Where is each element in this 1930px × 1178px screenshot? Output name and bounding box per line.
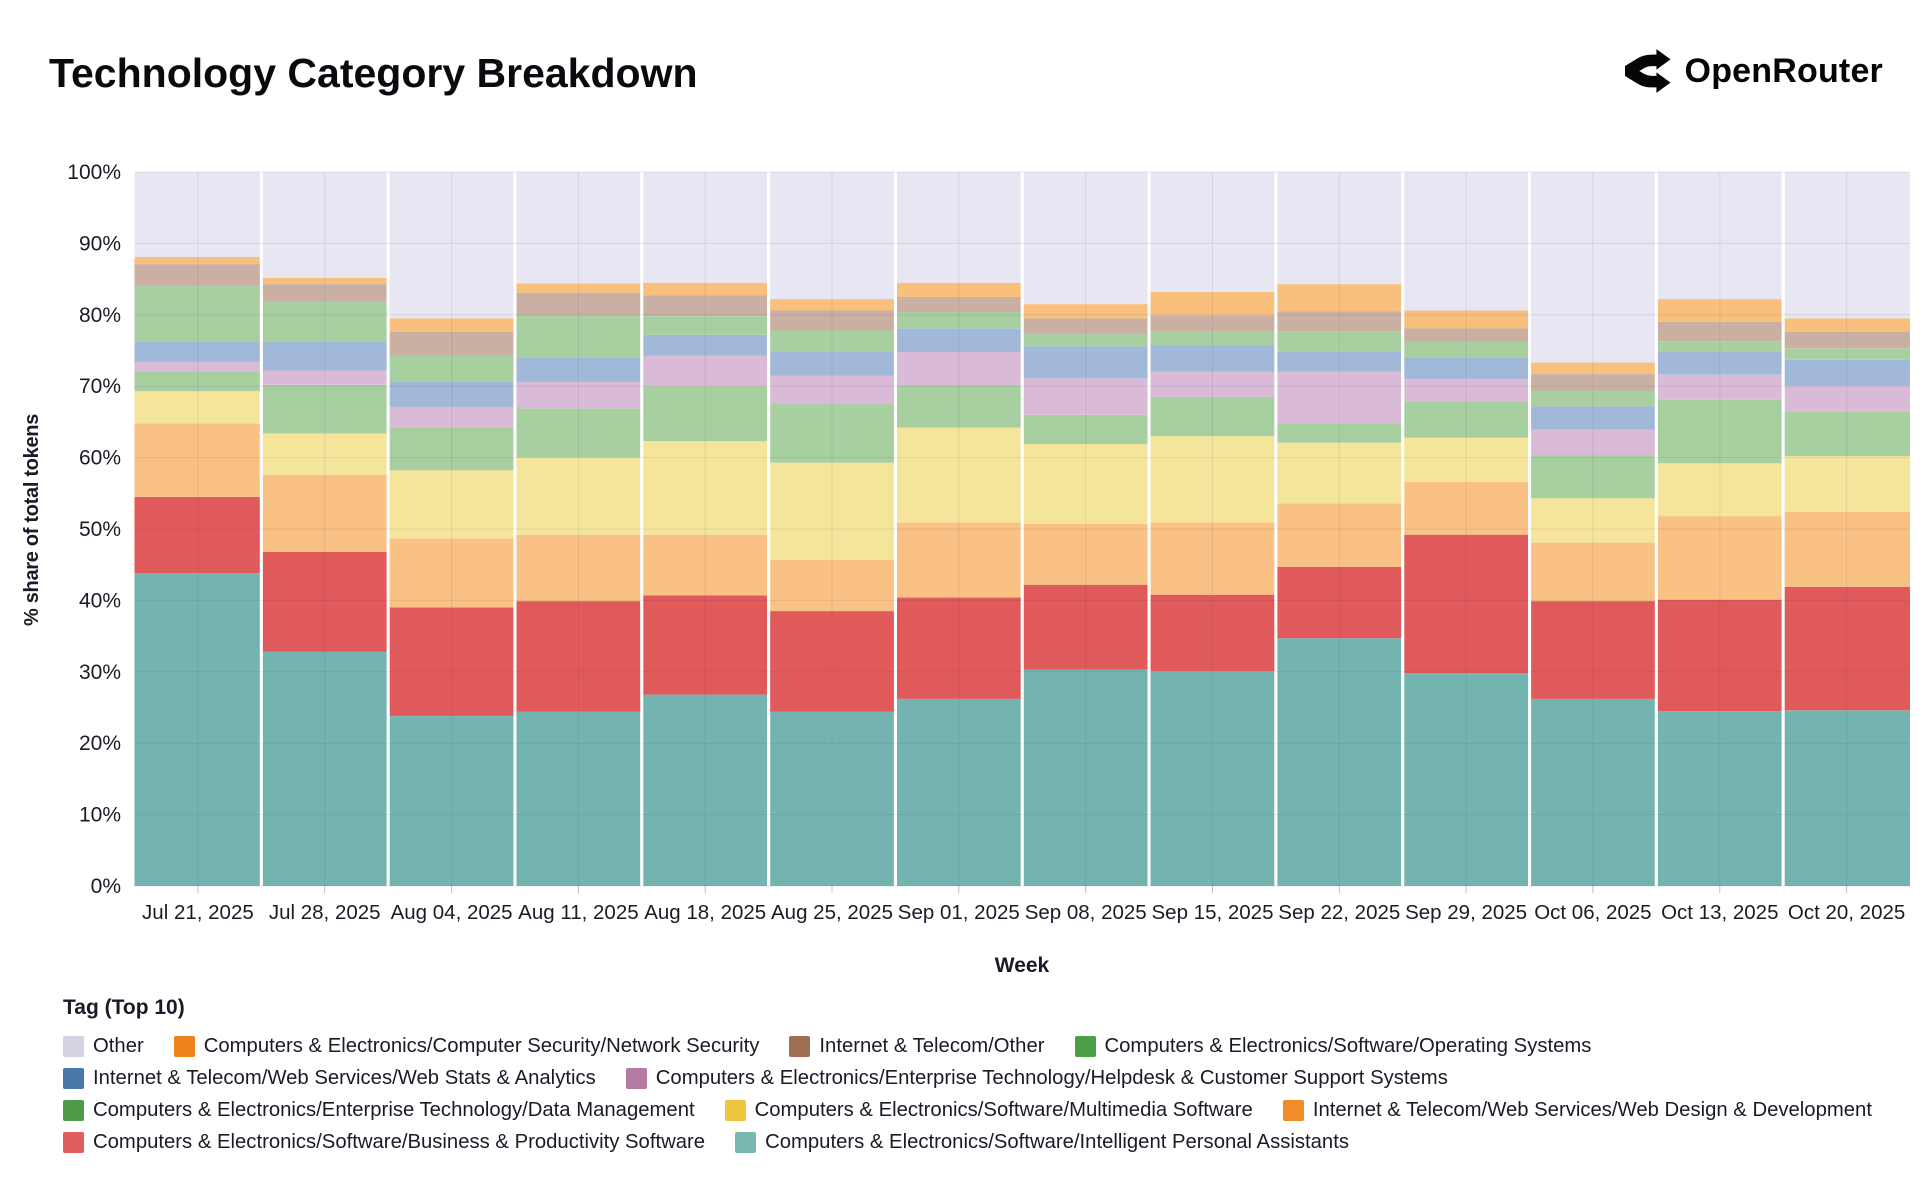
svg-text:Aug 11, 2025: Aug 11, 2025 [518, 901, 638, 924]
svg-text:Oct 13, 2025: Oct 13, 2025 [1661, 901, 1778, 924]
svg-text:10%: 10% [79, 804, 121, 827]
svg-text:Sep 15, 2025: Sep 15, 2025 [1152, 901, 1274, 924]
svg-text:100%: 100% [67, 161, 121, 184]
svg-text:Sep 22, 2025: Sep 22, 2025 [1278, 901, 1400, 924]
svg-text:60%: 60% [79, 447, 121, 470]
svg-text:0%: 0% [91, 875, 121, 898]
svg-text:80%: 80% [79, 304, 121, 327]
svg-text:% share of total tokens: % share of total tokens [21, 414, 43, 626]
svg-text:Aug 25, 2025: Aug 25, 2025 [771, 901, 893, 924]
svg-text:Sep 29, 2025: Sep 29, 2025 [1405, 901, 1527, 924]
svg-text:Jul 28, 2025: Jul 28, 2025 [269, 901, 381, 924]
svg-text:20%: 20% [79, 732, 121, 755]
svg-text:50%: 50% [79, 518, 121, 541]
svg-text:Sep 01, 2025: Sep 01, 2025 [898, 901, 1020, 924]
svg-text:Sep 08, 2025: Sep 08, 2025 [1025, 901, 1147, 924]
svg-text:Oct 20, 2025: Oct 20, 2025 [1788, 901, 1905, 924]
svg-text:Aug 04, 2025: Aug 04, 2025 [391, 901, 513, 924]
svg-text:90%: 90% [79, 232, 121, 255]
svg-text:30%: 30% [79, 661, 121, 684]
svg-text:Aug 18, 2025: Aug 18, 2025 [644, 901, 766, 924]
svg-text:Week: Week [995, 954, 1050, 977]
svg-text:Jul 21, 2025: Jul 21, 2025 [142, 901, 254, 924]
svg-text:70%: 70% [79, 375, 121, 398]
svg-text:40%: 40% [79, 589, 121, 612]
svg-text:Oct 06, 2025: Oct 06, 2025 [1534, 901, 1651, 924]
